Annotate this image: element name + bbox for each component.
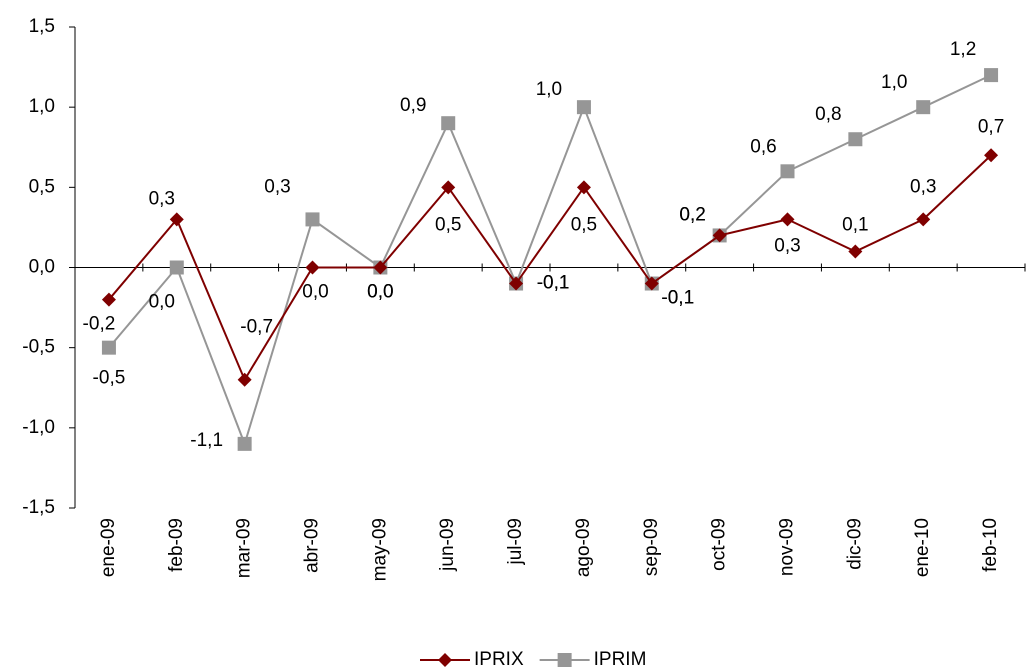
legend-item: IPRIX <box>420 649 524 670</box>
data-label: -0,5 <box>93 368 126 389</box>
data-label: 1,0 <box>536 79 562 100</box>
x-tick-label: sep-09 <box>641 518 662 576</box>
x-tick-label: ene-10 <box>912 518 933 577</box>
x-tick-label: ago-09 <box>573 518 594 577</box>
data-label: 0,1 <box>842 214 868 235</box>
data-label: -1,1 <box>190 430 223 451</box>
data-point <box>780 212 795 227</box>
legend-label: IPRIM <box>594 649 647 670</box>
x-tick-label: jun-09 <box>437 518 458 572</box>
y-tick-label: -1,5 <box>22 497 55 518</box>
data-label: 0,0 <box>149 292 175 313</box>
data-label: 0,9 <box>400 95 426 116</box>
data-point <box>441 116 456 131</box>
data-label: -0,1 <box>661 288 694 309</box>
x-tick-label: feb-09 <box>166 518 187 572</box>
data-label: 0,3 <box>264 176 290 197</box>
series-line <box>108 154 992 382</box>
data-label: 0,6 <box>750 136 776 157</box>
legend-marker <box>438 653 452 667</box>
data-point <box>305 212 320 227</box>
legend-marker <box>557 653 572 667</box>
data-point <box>712 228 727 243</box>
x-tick-label: nov-09 <box>777 518 798 576</box>
y-tick-label: -0,5 <box>22 337 55 358</box>
data-label: 0,0 <box>367 282 393 303</box>
data-point <box>984 148 999 163</box>
data-label: 0,2 <box>679 204 705 225</box>
data-point <box>101 340 116 355</box>
data-label: 0,8 <box>815 104 841 125</box>
data-label: -0,7 <box>240 317 273 338</box>
y-tick-label: -1,0 <box>22 417 55 438</box>
y-tick-label: 0,0 <box>29 257 55 278</box>
x-tick-label: oct-09 <box>709 518 730 571</box>
data-label: 0,5 <box>571 214 597 235</box>
x-tick-label: mar-09 <box>234 518 255 578</box>
legend-label: IPRIX <box>474 649 524 670</box>
y-tick-label: 0,5 <box>29 176 55 197</box>
data-point <box>848 244 863 259</box>
data-point <box>237 372 252 387</box>
data-label: 1,0 <box>881 72 907 93</box>
data-point <box>169 212 184 227</box>
data-label: 0,5 <box>435 214 461 235</box>
data-point <box>644 276 659 291</box>
y-tick-label: 1,0 <box>29 96 55 117</box>
data-point <box>916 212 931 227</box>
data-point <box>305 260 320 275</box>
data-point <box>441 180 456 195</box>
data-point <box>576 100 591 115</box>
data-label: 1,2 <box>950 39 976 60</box>
data-label: -0,1 <box>661 288 694 309</box>
data-point <box>509 276 524 291</box>
x-tick-label: ene-09 <box>98 518 119 577</box>
x-tick-label: dic-09 <box>844 518 865 570</box>
data-point <box>916 100 931 115</box>
data-label: 0,3 <box>910 176 936 197</box>
data-point <box>984 68 999 83</box>
data-point <box>576 180 591 195</box>
data-label: -0,1 <box>537 273 570 294</box>
legend-item: IPRIM <box>539 649 647 670</box>
data-point <box>373 260 388 275</box>
x-tick-label: abr-09 <box>302 518 323 573</box>
data-point <box>780 164 795 179</box>
series-line <box>108 74 992 447</box>
data-label: -0,1 <box>537 273 570 294</box>
data-label: 0,7 <box>978 116 1004 137</box>
data-label: 0,3 <box>149 188 175 209</box>
data-point <box>237 436 252 451</box>
data-point <box>848 132 863 147</box>
data-label: -0,2 <box>83 314 116 335</box>
data-point <box>101 292 116 307</box>
x-tick-label: jul-09 <box>505 518 526 565</box>
data-label: 0,0 <box>302 282 328 303</box>
data-label: 0,0 <box>367 282 393 303</box>
x-tick-label: feb-10 <box>980 518 1001 572</box>
data-label: 0,3 <box>774 235 800 256</box>
y-tick-label: 1,5 <box>29 16 55 37</box>
x-tick-label: may-09 <box>369 518 390 581</box>
data-point <box>169 260 184 275</box>
data-label: 0,2 <box>679 204 705 225</box>
